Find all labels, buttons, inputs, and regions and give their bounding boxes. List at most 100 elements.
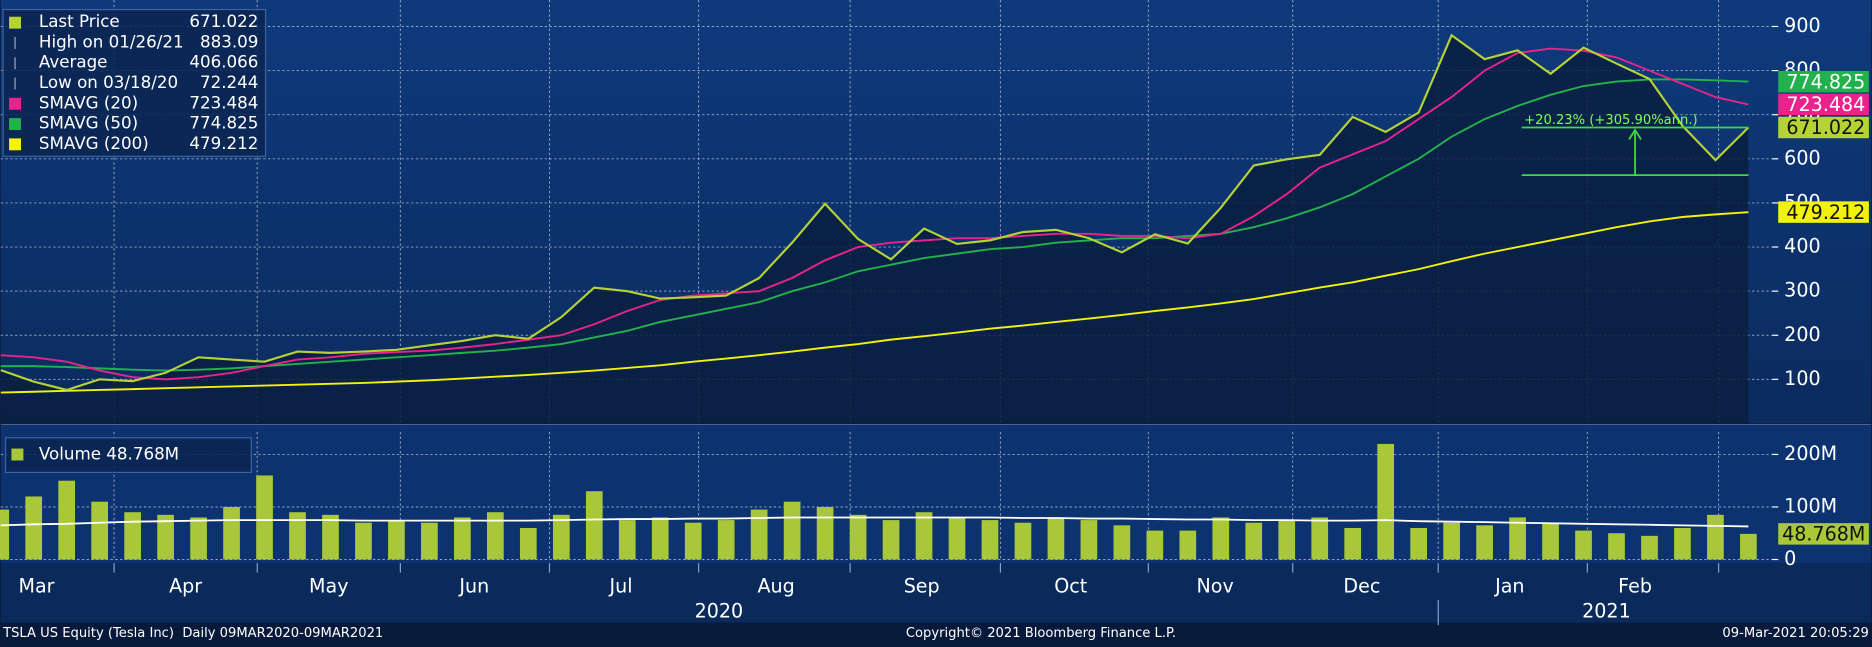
volume-bar xyxy=(1278,520,1296,560)
y-tick-label: 600 xyxy=(1784,147,1820,169)
month-label: Sep xyxy=(904,575,940,597)
volume-bar xyxy=(1245,522,1263,560)
volume-bar xyxy=(684,522,702,560)
legend-value: 479.212 xyxy=(189,133,258,153)
month-label: Jan xyxy=(1494,575,1524,597)
legend-value: 671.022 xyxy=(189,11,258,31)
month-label: Feb xyxy=(1618,575,1652,597)
volume-bar xyxy=(1146,530,1164,560)
volume-bar xyxy=(717,520,735,560)
legend-value: 48.768M xyxy=(106,443,179,463)
legend-label: Average xyxy=(39,52,108,72)
legend-swatch xyxy=(9,138,22,151)
footer-right: 09-Mar-2021 20:05:29 xyxy=(1722,626,1868,641)
volume-bar xyxy=(454,517,471,560)
volume-bar xyxy=(58,480,76,560)
volume-bar xyxy=(948,517,966,560)
volume-bar xyxy=(124,512,141,560)
volume-bar xyxy=(1443,522,1460,560)
month-label: Nov xyxy=(1197,575,1234,597)
volume-bar xyxy=(25,496,43,560)
month-label: Apr xyxy=(169,575,202,597)
volume-bar xyxy=(1344,527,1362,560)
volume-bar xyxy=(487,512,504,560)
month-label: Aug xyxy=(758,575,795,597)
footer-center: Copyright© 2021 Bloomberg Finance L.P. xyxy=(906,626,1176,641)
x-axis-panel xyxy=(0,563,1872,623)
volume-legend-box xyxy=(4,437,252,474)
volume-bar xyxy=(1476,525,1493,560)
volume-bar xyxy=(355,522,372,560)
series-line xyxy=(0,47,1749,381)
y-tick-label: 400 xyxy=(1784,236,1820,258)
legend-label: Last Price xyxy=(39,11,120,31)
legend-label: Volume xyxy=(39,443,101,463)
legend-label: SMAVG (50) xyxy=(39,113,138,133)
volume-bar xyxy=(1674,527,1691,560)
legend-swatch xyxy=(11,448,24,461)
footer-left: TSLA US Equity (Tesla Inc) Daily 09MAR20… xyxy=(2,626,383,641)
volume-bar xyxy=(157,514,174,560)
volume-bar xyxy=(1542,522,1559,560)
volume-bar xyxy=(1377,443,1395,560)
year-label: 2020 xyxy=(695,600,744,622)
volume-legend: Volume 48.768M xyxy=(39,443,179,463)
volume-bar xyxy=(289,512,306,560)
volume-bar xyxy=(1080,520,1098,560)
legend-label: High on 01/26/21 xyxy=(39,31,184,51)
volume-bar xyxy=(882,520,900,560)
volume-panel xyxy=(0,425,1872,564)
legend-value: 406.066 xyxy=(189,52,258,72)
volume-bar xyxy=(256,475,273,560)
volume-bar xyxy=(1113,525,1131,560)
legend-swatch xyxy=(9,97,22,110)
value-badge xyxy=(1778,201,1869,223)
month-label: Oct xyxy=(1054,575,1088,597)
volume-bar xyxy=(816,506,834,560)
value-badge-label: 479.212 xyxy=(1786,202,1865,224)
volume-bar xyxy=(1047,517,1065,560)
legend-label: SMAVG (200) xyxy=(39,133,149,153)
volume-bar xyxy=(91,501,109,560)
volume-average-line xyxy=(0,516,1749,528)
legend-box xyxy=(2,8,267,157)
volume-bar xyxy=(849,514,867,560)
volume-bar xyxy=(519,527,537,560)
volume-bar xyxy=(981,520,999,560)
price-area xyxy=(0,35,1749,424)
volume-bar xyxy=(1707,514,1724,560)
volume-bar xyxy=(1179,530,1197,560)
month-label: Dec xyxy=(1343,575,1380,597)
series-line xyxy=(0,78,1749,372)
volume-bar xyxy=(1740,533,1757,560)
month-label: Jun xyxy=(458,575,489,597)
legend-value: 723.484 xyxy=(189,92,258,112)
volume-bar xyxy=(1509,517,1526,560)
volume-bar xyxy=(1410,527,1428,560)
volume-bar xyxy=(1014,522,1032,560)
y-tick-label: 0 xyxy=(1784,548,1796,570)
annotation-arrowhead xyxy=(1628,128,1642,140)
y-tick-label: 100 xyxy=(1784,368,1820,390)
legend-label: SMAVG (20) xyxy=(39,92,138,112)
y-tick-label: 200M xyxy=(1784,443,1837,465)
volume-bar xyxy=(190,517,207,560)
volume-bar xyxy=(1641,535,1658,560)
value-badge xyxy=(1778,523,1869,545)
volume-bar xyxy=(618,520,636,560)
month-label: Mar xyxy=(19,575,55,597)
y-tick-label: 300 xyxy=(1784,280,1820,302)
value-badge xyxy=(1778,70,1869,93)
volume-bar xyxy=(750,509,768,560)
volume-bar xyxy=(552,514,570,560)
value-badge-label: 671.022 xyxy=(1786,117,1865,139)
year-label: 2021 xyxy=(1582,600,1631,622)
volume-bar xyxy=(1212,517,1230,560)
volume-bar xyxy=(651,517,669,560)
legend-value: 883.09 xyxy=(200,31,258,51)
volume-bar xyxy=(1311,517,1329,560)
volume-bar xyxy=(585,491,603,560)
y-tick-label: 200 xyxy=(1784,324,1820,346)
series-line xyxy=(0,211,1749,394)
